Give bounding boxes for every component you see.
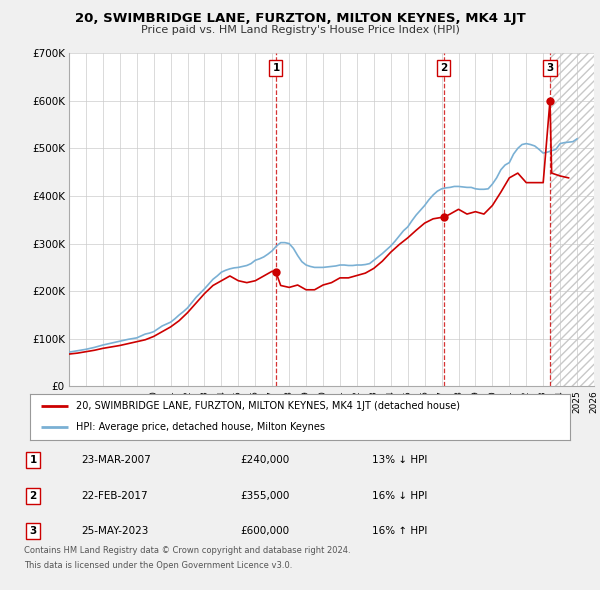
Text: £600,000: £600,000 <box>240 526 289 536</box>
Text: £355,000: £355,000 <box>240 491 289 500</box>
Text: Contains HM Land Registry data © Crown copyright and database right 2024.: Contains HM Land Registry data © Crown c… <box>24 546 350 555</box>
Text: 20, SWIMBRIDGE LANE, FURZTON, MILTON KEYNES, MK4 1JT (detached house): 20, SWIMBRIDGE LANE, FURZTON, MILTON KEY… <box>76 401 460 411</box>
Text: 2: 2 <box>29 491 37 500</box>
Text: 16% ↑ HPI: 16% ↑ HPI <box>372 526 427 536</box>
Text: 16% ↓ HPI: 16% ↓ HPI <box>372 491 427 500</box>
Text: This data is licensed under the Open Government Licence v3.0.: This data is licensed under the Open Gov… <box>24 560 292 569</box>
Text: 1: 1 <box>29 455 37 465</box>
Text: 23-MAR-2007: 23-MAR-2007 <box>81 455 151 465</box>
Text: 25-MAY-2023: 25-MAY-2023 <box>81 526 148 536</box>
Text: 2: 2 <box>440 63 448 73</box>
Text: 20, SWIMBRIDGE LANE, FURZTON, MILTON KEYNES, MK4 1JT: 20, SWIMBRIDGE LANE, FURZTON, MILTON KEY… <box>74 12 526 25</box>
Text: £240,000: £240,000 <box>240 455 289 465</box>
Text: Price paid vs. HM Land Registry's House Price Index (HPI): Price paid vs. HM Land Registry's House … <box>140 25 460 35</box>
Text: 22-FEB-2017: 22-FEB-2017 <box>81 491 148 500</box>
Text: 13% ↓ HPI: 13% ↓ HPI <box>372 455 427 465</box>
Bar <box>550 53 594 386</box>
Text: 1: 1 <box>272 63 280 73</box>
Bar <box>550 53 594 386</box>
Text: 3: 3 <box>29 526 37 536</box>
Text: 3: 3 <box>547 63 554 73</box>
Text: HPI: Average price, detached house, Milton Keynes: HPI: Average price, detached house, Milt… <box>76 422 325 432</box>
